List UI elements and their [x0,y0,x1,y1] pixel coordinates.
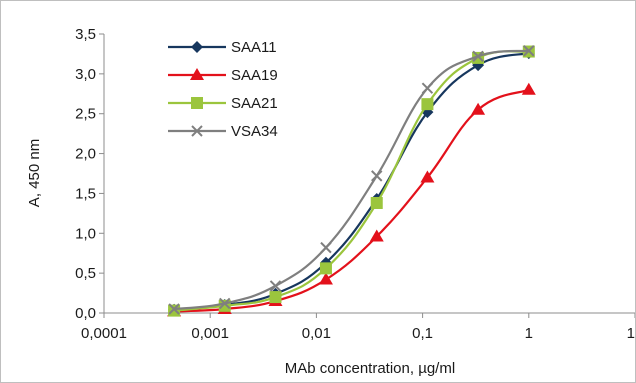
data-point [521,82,536,95]
legend-item: VSA34 [168,123,278,140]
x-tick-label: 0,1 [412,325,433,342]
data-point [371,170,383,182]
y-tick-label: 2,0 [75,146,96,163]
data-point [168,304,181,317]
legend-marker [191,41,203,53]
data-point [319,262,332,275]
data-point [471,102,486,115]
data-point [269,280,282,292]
y-tick-label: 2,5 [75,106,96,123]
legend-label: SAA19 [231,67,278,84]
data-point [420,170,435,183]
data-point [421,98,434,111]
legend-label: VSA34 [231,123,278,140]
series-saa11 [168,47,535,316]
x-tick-label: 0,01 [302,325,331,342]
x-axis-title: MAb concentration, µg/ml [285,360,455,377]
series-line [173,49,529,311]
legend: SAA11 SAA19 SAA21 VSA34 [168,39,278,140]
y-tick-label: 1,5 [75,185,96,202]
legend-marker [190,68,204,80]
series-line [174,88,530,313]
data-point [168,303,180,315]
data-point [219,297,231,310]
x-tick-label: 0,0001 [81,325,127,342]
x-tick-label: 0,001 [191,325,229,342]
data-point [320,241,332,254]
data-point [370,196,383,209]
series-vsa34 [168,45,535,315]
series-saa19 [167,82,536,317]
legend-marker [191,97,203,109]
y-tick-label: 0,0 [75,305,96,322]
legend-marker [191,125,203,137]
legend-label: SAA21 [231,95,278,112]
legend-item: SAA11 [168,39,277,56]
y-tick-label: 0,5 [75,265,96,282]
data-point [318,272,333,285]
data-point [369,229,384,242]
data-point [421,82,434,94]
data-point [269,291,282,304]
legend-item: SAA21 [168,95,278,112]
series-layer [167,45,536,317]
x-tick-label: 1 [525,325,533,342]
y-axis-title: A, 450 nm [26,139,43,207]
axes: 0,0 0,5 1,0 1,5 2,0 2,5 3,0 3,5 0,0001 0,001 0,01 0… [75,26,635,342]
legend-item: SAA19 [168,67,278,84]
y-tick-label: 1,0 [75,225,96,242]
series-saa21 [168,45,535,317]
data-point [523,45,535,57]
y-tick-label: 3,0 [75,66,96,83]
data-point [472,50,484,63]
x-tick-label: 10 [627,325,635,342]
legend-label: SAA11 [231,39,277,56]
y-tick-label: 3,5 [75,26,96,43]
series-line [173,50,529,312]
series-line [173,52,530,311]
